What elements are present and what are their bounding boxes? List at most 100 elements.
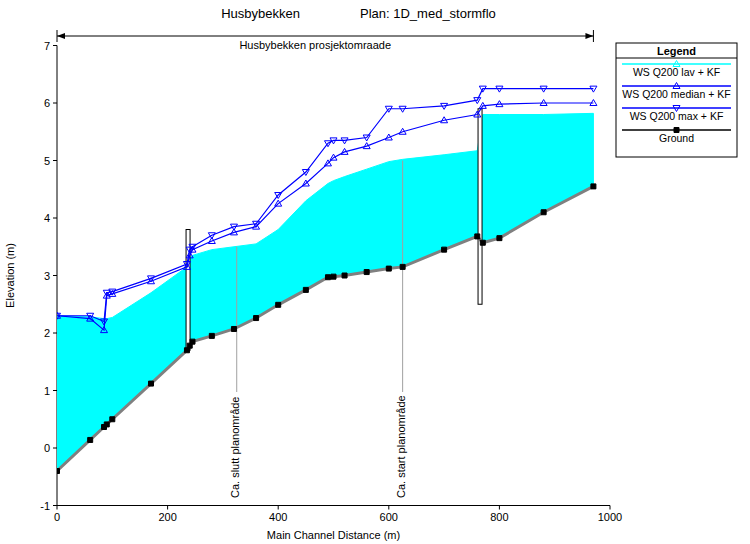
marker [101,319,108,325]
marker [88,437,93,442]
annotation-label: Ca. slutt planområde [229,397,241,499]
marker [591,184,596,189]
marker [331,274,336,279]
marker [590,100,597,106]
y-axis-label: Elevation (m) [4,243,16,308]
marker [208,233,215,239]
marker [275,200,282,206]
marker [330,138,337,144]
marker [101,327,108,333]
marker [342,273,347,278]
marker [231,326,236,331]
reach-label: Husbybekken prosjektomraade [239,39,391,51]
marker [363,143,370,149]
marker [442,247,447,252]
marker [209,333,214,338]
legend-label: WS Q200 median + KF [622,88,730,100]
x-tick [610,506,611,510]
subtitle: Plan: 1D_med_stormflo [360,6,496,21]
marker [324,141,331,147]
marker [104,422,109,427]
marker [341,138,348,144]
marker [480,240,485,245]
background [0,0,750,544]
chart: HusbybekkenPlan: 1D_med_stormfloHusbybek… [0,0,750,544]
y-tick-label: 4 [44,212,50,224]
y-tick [53,333,57,334]
marker [540,100,547,106]
marker [109,289,116,295]
marker [474,98,481,104]
marker [148,276,155,282]
x-tick-label: 600 [380,511,398,523]
marker [474,111,481,117]
marker [149,381,154,386]
marker [497,236,502,241]
marker [479,102,486,108]
marker [400,264,405,269]
y-tick [53,160,57,161]
marker [590,86,597,92]
x-tick [57,506,58,510]
y-tick [53,390,57,391]
marker [330,154,337,160]
y-tick [53,218,57,219]
marker [57,469,60,474]
reach-arrow [57,33,65,39]
legend-label: WS Q200 lav + KF [633,66,720,78]
marker [302,170,309,176]
marker [302,180,309,186]
marker [324,160,331,166]
marker [275,193,282,199]
x-tick-label: 200 [158,511,176,523]
y-tick-label: 5 [44,155,50,167]
legend-label: Ground [659,132,694,144]
marker [363,135,370,141]
marker [183,262,190,268]
y-tick [53,45,57,46]
x-tick-label: 400 [269,511,287,523]
marker [364,270,369,275]
annotation-line [236,247,237,392]
legend-line [622,107,731,109]
y-tick-label: -1 [40,500,50,512]
water-area [57,113,593,471]
x-tick-label: 0 [54,511,60,523]
series-line [57,89,593,322]
y-tick-label: 7 [44,40,50,52]
legend: LegendWS Q200 lav + KFWS Q200 median + K… [616,43,737,157]
marker [385,134,392,140]
marker [385,106,392,112]
y-tick [53,275,57,276]
x-tick-label: 800 [490,511,508,523]
legend-line [622,63,731,65]
marker [103,290,110,296]
reach-arrow [585,33,593,39]
x-tick [167,506,168,510]
marker [441,103,448,109]
x-tick [278,506,279,510]
marker [399,128,406,134]
marker [87,313,94,319]
annotation-line [402,161,403,393]
y-tick-label: 0 [44,442,50,454]
y-tick-label: 2 [44,327,50,339]
marker [57,312,61,318]
marker [540,86,547,92]
marker [399,106,406,112]
y-tick [53,103,57,104]
marker [254,316,259,321]
marker [325,275,330,280]
marker [441,117,448,123]
x-tick [388,506,389,510]
marker [479,86,486,92]
x-tick [499,506,500,510]
structure [478,109,482,305]
marker [230,224,237,230]
plot-area [57,86,597,473]
marker [189,244,196,250]
marker [253,221,260,227]
marker [541,210,546,215]
legend-line [622,85,731,87]
marker [475,234,480,239]
